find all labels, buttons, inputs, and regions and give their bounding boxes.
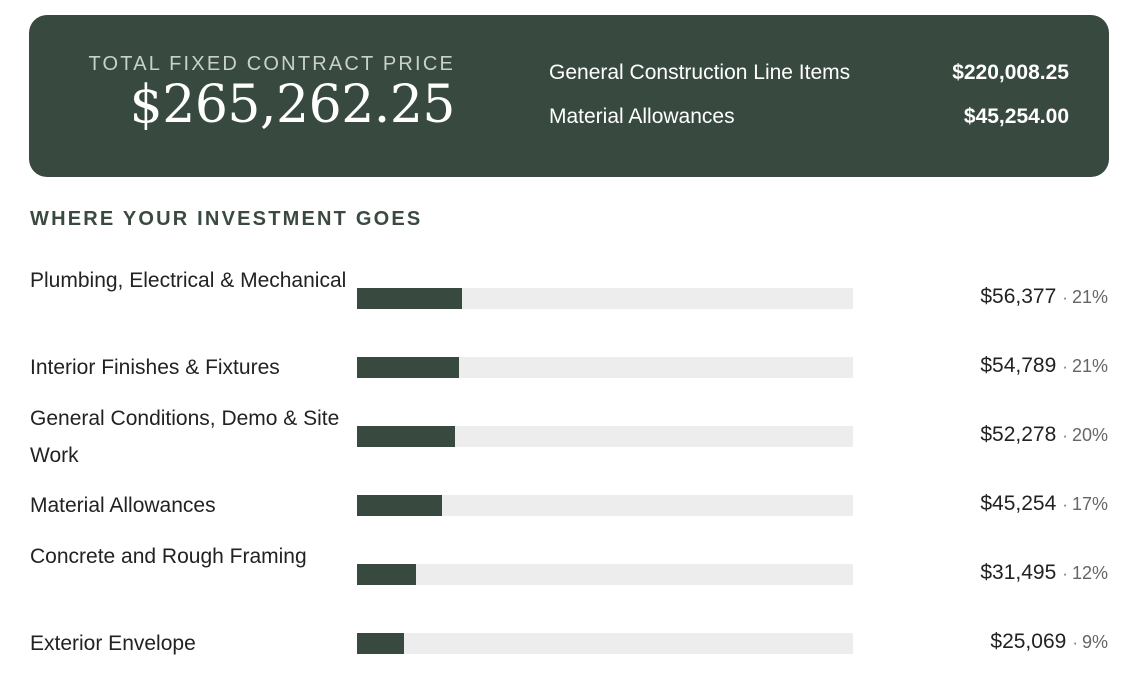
breakdown-value: $220,008.25 — [952, 61, 1069, 84]
allocation-bar-track — [357, 495, 853, 516]
allocation-row-concrete-framing: Concrete and Rough Framing $31,495 · 12% — [0, 538, 1128, 612]
separator-dot: · — [1072, 633, 1078, 652]
allocation-bar-fill — [357, 288, 463, 309]
allocation-bar-track — [357, 633, 853, 654]
allocation-percent: 21% — [1071, 287, 1108, 307]
allocation-amount: $25,069 — [990, 630, 1067, 653]
allocation-row-exterior-envelope: Exterior Envelope $25,069 · 9% — [0, 625, 1128, 662]
allocation-figures: $45,254 · 17% — [980, 492, 1108, 516]
allocation-bar-track — [357, 426, 853, 447]
allocation-figures: $25,069 · 9% — [990, 630, 1108, 654]
allocation-row-general-conditions: General Conditions, Demo & Site Work $52… — [0, 400, 1128, 474]
allocation-label: Material Allowances — [30, 494, 216, 517]
separator-dot: · — [1062, 357, 1068, 376]
breakdown-value: $45,254.00 — [963, 105, 1069, 128]
total-price-value: $265,262.25 — [129, 75, 456, 135]
separator-dot: · — [1062, 495, 1068, 514]
allocation-bar-fill — [357, 564, 416, 585]
contract-summary-card: TOTAL FIXED CONTRACT PRICE $265,262.25 G… — [29, 15, 1109, 177]
allocation-label: General Conditions, Demo & Site Work — [30, 407, 340, 467]
total-price-label: TOTAL FIXED CONTRACT PRICE — [88, 53, 455, 75]
allocation-label: Plumbing, Electrical & Mechanical — [30, 269, 347, 292]
breakdown-row-material-allowances: Material Allowances $45,254.00 — [549, 105, 1069, 135]
section-heading: WHERE YOUR INVESTMENT GOES — [30, 208, 423, 230]
allocation-label: Interior Finishes & Fixtures — [30, 356, 280, 379]
allocation-percent: 12% — [1071, 563, 1108, 583]
allocation-label: Exterior Envelope — [30, 632, 196, 655]
allocation-bar-track — [357, 288, 853, 309]
separator-dot: · — [1062, 426, 1068, 445]
breakdown-label: General Construction Line Items — [549, 61, 851, 84]
allocation-row-material-allowances: Material Allowances $45,254 · 17% — [0, 487, 1128, 524]
breakdown-row-general-construction: General Construction Line Items $220,008… — [549, 61, 1069, 91]
allocation-figures: $31,495 · 12% — [980, 561, 1108, 585]
allocation-bar-fill — [357, 426, 455, 447]
allocation-amount: $52,278 — [980, 423, 1057, 446]
allocation-figures: $54,789 · 21% — [980, 354, 1108, 378]
allocation-bar-track — [357, 564, 853, 585]
allocation-amount: $45,254 — [980, 492, 1057, 515]
allocation-row-plumbing: Plumbing, Electrical & Mechanical $56,37… — [0, 262, 1128, 336]
allocation-percent: 20% — [1071, 425, 1108, 445]
allocation-bar-track — [357, 357, 853, 378]
separator-dot: · — [1062, 564, 1068, 583]
allocation-amount: $54,789 — [980, 354, 1057, 377]
breakdown-label: Material Allowances — [549, 105, 735, 128]
allocation-amount: $31,495 — [980, 561, 1057, 584]
allocation-bar-fill — [357, 495, 442, 516]
allocation-row-interior-finishes: Interior Finishes & Fixtures $54,789 · 21% — [0, 349, 1128, 386]
allocation-percent: 9% — [1081, 632, 1108, 652]
allocation-bar-fill — [357, 633, 404, 654]
allocation-figures: $56,377 · 21% — [980, 285, 1108, 309]
allocation-bar-fill — [357, 357, 460, 378]
allocation-label: Concrete and Rough Framing — [30, 545, 307, 568]
separator-dot: · — [1062, 288, 1068, 307]
allocation-figures: $52,278 · 20% — [980, 423, 1108, 447]
allocation-amount: $56,377 — [980, 285, 1057, 308]
allocation-percent: 21% — [1071, 356, 1108, 376]
allocation-percent: 17% — [1071, 494, 1108, 514]
